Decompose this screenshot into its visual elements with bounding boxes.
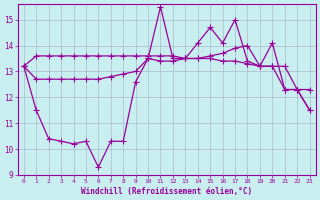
X-axis label: Windchill (Refroidissement éolien,°C): Windchill (Refroidissement éolien,°C) bbox=[81, 187, 252, 196]
